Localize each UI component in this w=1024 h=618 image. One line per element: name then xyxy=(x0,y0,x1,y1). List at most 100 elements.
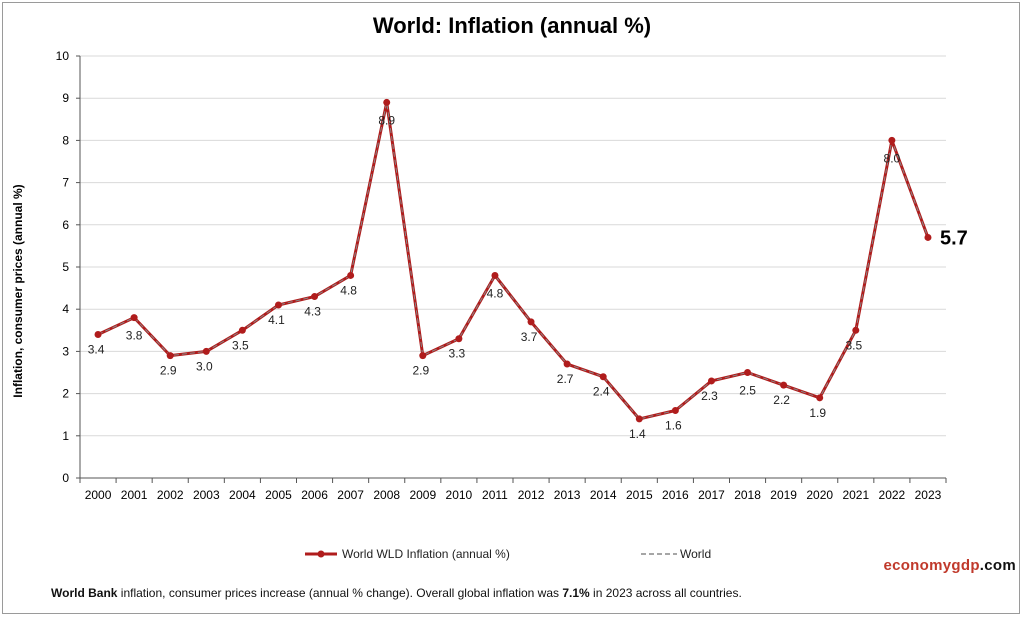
data-point-2018 xyxy=(744,369,752,376)
data-label-2023: 5.7 xyxy=(940,227,968,249)
footnote-text-1: inflation, consumer prices increase (ann… xyxy=(117,586,563,600)
data-label-2020: 1.9 xyxy=(809,406,826,420)
x-tick-label-2001: 2001 xyxy=(121,488,148,502)
x-tick-label-2009: 2009 xyxy=(409,488,436,502)
chart-title: World: Inflation (annual %) xyxy=(373,13,651,38)
x-tick-label-2021: 2021 xyxy=(842,488,869,502)
data-label-2004: 3.5 xyxy=(232,338,249,352)
data-point-2011 xyxy=(491,271,499,279)
brand-logo: economygdp.com xyxy=(883,557,1016,574)
x-tick-label-2005: 2005 xyxy=(265,488,292,502)
x-tick-label-2019: 2019 xyxy=(770,488,797,502)
x-tick-label-2003: 2003 xyxy=(193,488,220,502)
data-point-2022 xyxy=(888,136,896,144)
data-point-2020 xyxy=(816,394,824,402)
data-point-2009 xyxy=(419,352,427,360)
data-point-2008 xyxy=(383,98,391,106)
data-label-2002: 2.9 xyxy=(160,364,177,378)
x-tick-label-2018: 2018 xyxy=(734,488,761,502)
y-tick-label-2: 2 xyxy=(62,387,69,401)
data-point-2015 xyxy=(635,415,643,423)
data-point-2007 xyxy=(347,271,355,279)
x-tick-label-2004: 2004 xyxy=(229,488,256,502)
series-line-world xyxy=(97,102,929,420)
brand-part-2: .com xyxy=(979,557,1016,574)
y-tick-label-1: 1 xyxy=(62,429,69,443)
x-tick-label-2012: 2012 xyxy=(518,488,545,502)
footnote-source: World Bank xyxy=(51,586,118,600)
data-label-2021: 3.5 xyxy=(845,338,862,352)
data-point-2017 xyxy=(707,377,715,385)
grid-lines xyxy=(80,55,946,437)
x-tick-label-2010: 2010 xyxy=(446,488,473,502)
data-label-2014: 2.4 xyxy=(593,385,610,399)
data-point-2016 xyxy=(671,406,679,414)
x-tick-label-2022: 2022 xyxy=(879,488,906,502)
data-point-2013 xyxy=(563,360,571,368)
data-label-2011: 4.8 xyxy=(487,286,504,300)
brand-part-1: economygdp xyxy=(883,557,980,574)
data-point-2010 xyxy=(455,335,463,343)
data-label-2009: 2.9 xyxy=(412,364,429,378)
data-label-2017: 2.3 xyxy=(701,389,718,403)
x-tick-label-2008: 2008 xyxy=(373,488,400,502)
x-tick-label-2015: 2015 xyxy=(626,488,653,502)
x-tick-label-2007: 2007 xyxy=(337,488,364,502)
data-label-2007: 4.8 xyxy=(340,283,357,297)
legend: World WLD Inflation (annual %) World xyxy=(305,547,711,561)
series-layer xyxy=(94,98,932,423)
data-label-2019: 2.2 xyxy=(773,393,790,407)
data-label-2022: 8.0 xyxy=(884,151,901,165)
data-label-2003: 3.0 xyxy=(196,359,213,373)
footnote-highlight: 7.1% xyxy=(562,586,590,600)
data-point-2021 xyxy=(852,326,860,334)
x-tick-label-2014: 2014 xyxy=(590,488,617,502)
y-tick-label-6: 6 xyxy=(62,218,69,232)
y-tick-label-5: 5 xyxy=(62,260,69,274)
x-tick-label-2016: 2016 xyxy=(662,488,689,502)
y-tick-label-3: 3 xyxy=(62,344,69,358)
x-tick-label-2006: 2006 xyxy=(301,488,328,502)
y-tick-label-9: 9 xyxy=(62,91,69,105)
x-tick-label-2017: 2017 xyxy=(698,488,725,502)
axes: 0 1 2 3 4 5 6 7 8 9 10 2000 2001 2002 2003 2004 2005 2006… xyxy=(56,49,947,502)
data-label-2012: 3.7 xyxy=(521,330,538,344)
data-label-2018: 2.5 xyxy=(739,384,756,398)
legend-label-world: World xyxy=(680,547,711,561)
x-tick-label-2000: 2000 xyxy=(85,488,112,502)
data-point-2001 xyxy=(130,314,138,322)
x-tick-label-2002: 2002 xyxy=(157,488,184,502)
y-tick-label-8: 8 xyxy=(62,133,69,147)
y-tick-label-10: 10 xyxy=(56,49,70,63)
legend-label-world-wld: World WLD Inflation (annual %) xyxy=(342,547,510,561)
footnote: World Bank inflation, consumer prices in… xyxy=(51,586,742,600)
footnote-text-2: in 2023 across all countries. xyxy=(589,586,742,600)
data-label-2000: 3.4 xyxy=(88,343,105,357)
data-point-2012 xyxy=(527,318,535,326)
data-point-2006 xyxy=(311,293,319,301)
data-label-2001: 3.8 xyxy=(126,329,143,343)
y-tick-label-7: 7 xyxy=(62,176,69,190)
y-axis-label: Inflation, consumer prices (annual %) xyxy=(11,184,25,397)
y-tick-label-0: 0 xyxy=(62,471,69,485)
data-point-2000 xyxy=(94,331,102,339)
data-labels: 3.4 3.8 2.9 3.0 3.5 4.1 4.3 4.8 8.9 2.9 3.3 4.8 3.7 2… xyxy=(88,113,968,441)
x-tick-label-2013: 2013 xyxy=(554,488,581,502)
data-point-2005 xyxy=(274,301,282,309)
data-label-2008: 8.9 xyxy=(378,113,395,127)
x-tick-label-2020: 2020 xyxy=(806,488,833,502)
data-point-2002 xyxy=(166,352,174,360)
data-label-2015: 1.4 xyxy=(629,427,646,441)
data-point-2023 xyxy=(924,233,932,241)
data-point-2003 xyxy=(202,347,210,355)
x-tick-label-2023: 2023 xyxy=(915,488,942,502)
y-tick-label-4: 4 xyxy=(62,302,69,316)
data-point-2014 xyxy=(599,373,607,381)
data-label-2016: 1.6 xyxy=(665,418,682,432)
data-point-2004 xyxy=(238,326,246,334)
legend-marker-world-wld xyxy=(317,550,325,558)
data-point-2019 xyxy=(780,381,788,389)
data-label-2013: 2.7 xyxy=(557,372,574,386)
